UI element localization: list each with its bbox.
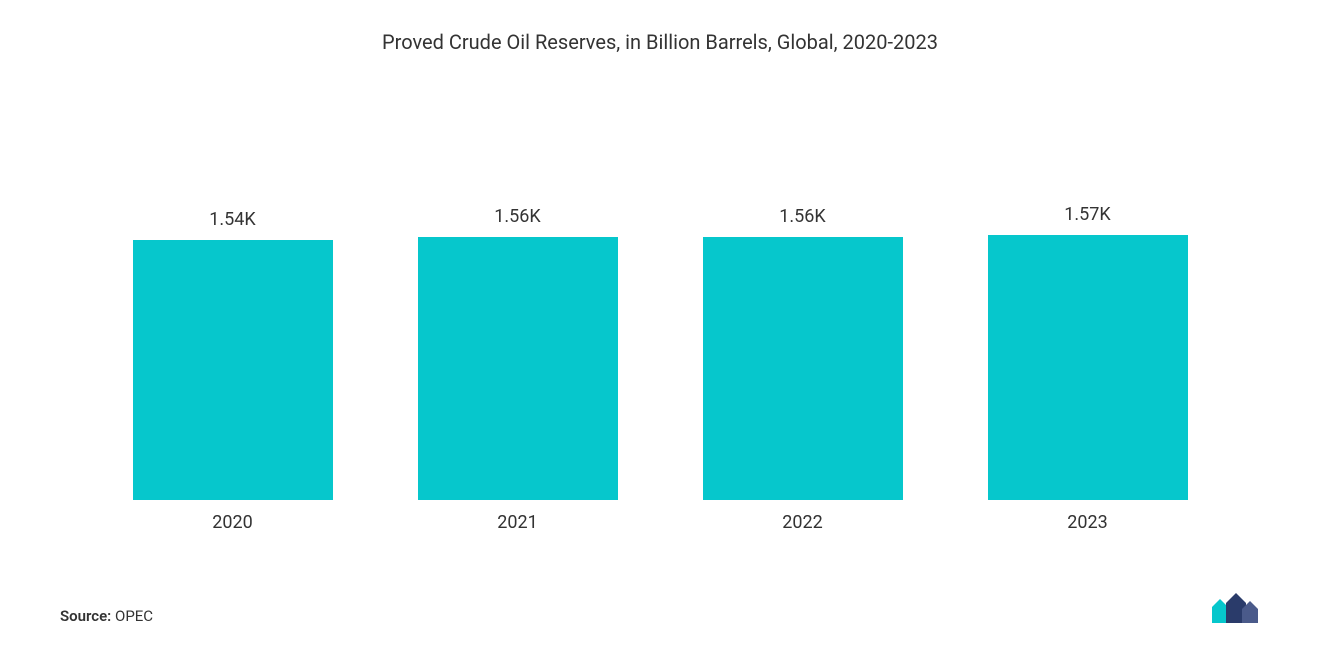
- bar: [703, 237, 903, 500]
- bar-label: 2021: [497, 512, 537, 533]
- bar-label: 2023: [1067, 512, 1107, 533]
- source-value: OPEC: [115, 607, 153, 625]
- source: Source: OPEC: [60, 607, 153, 625]
- chart-title: Proved Crude Oil Reserves, in Billion Ba…: [50, 30, 1270, 54]
- bar-label: 2020: [212, 512, 252, 533]
- bar-group-2020: 1.54K 2020: [133, 209, 333, 533]
- plot-area: 1.54K 2020 1.56K 2021 1.56K 2022 1.57K 2…: [50, 74, 1270, 533]
- bar-group-2023: 1.57K 2023: [988, 204, 1188, 533]
- bar-group-2022: 1.56K 2022: [703, 206, 903, 533]
- bar: [133, 240, 333, 500]
- bar: [988, 235, 1188, 500]
- chart-container: Proved Crude Oil Reserves, in Billion Ba…: [0, 0, 1320, 665]
- bar-label: 2022: [782, 512, 822, 533]
- bar-value: 1.56K: [494, 206, 540, 227]
- bar-value: 1.54K: [209, 209, 255, 230]
- bar-value: 1.56K: [779, 206, 825, 227]
- mordor-logo-icon: [1210, 593, 1260, 625]
- bar-group-2021: 1.56K 2021: [418, 206, 618, 533]
- bar: [418, 237, 618, 500]
- bar-value: 1.57K: [1064, 204, 1110, 225]
- source-label: Source:: [60, 607, 111, 625]
- footer: Source: OPEC: [50, 593, 1270, 625]
